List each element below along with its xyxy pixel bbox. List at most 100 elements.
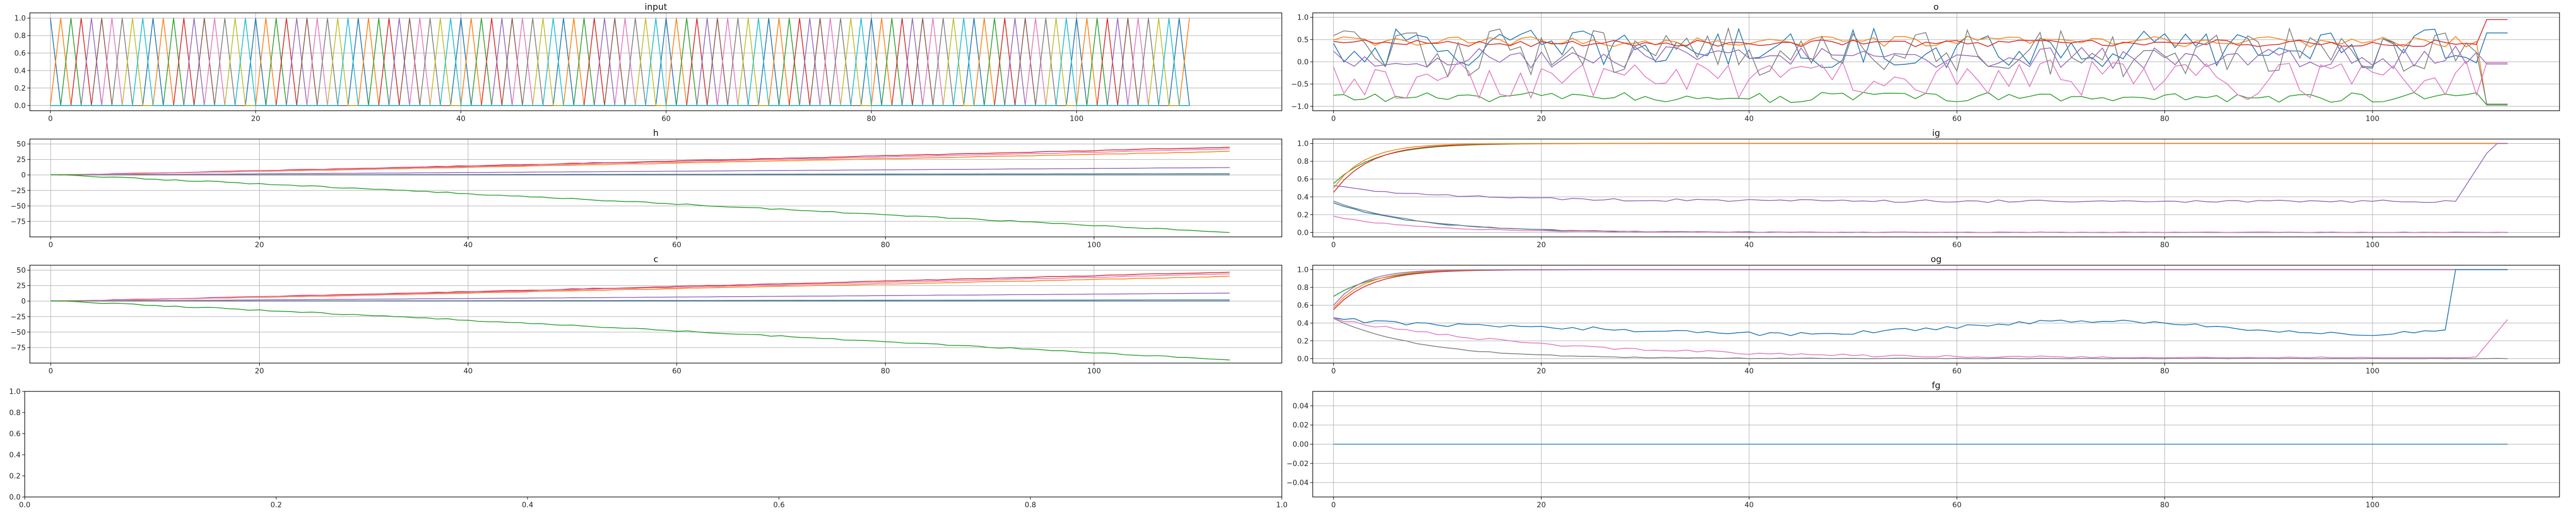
- x-tick-label: 0: [1331, 367, 1336, 375]
- x-tick-label: 0: [1331, 115, 1336, 123]
- series-line-o-2: [1333, 92, 2508, 106]
- y-tick-label: 0.4: [9, 451, 21, 459]
- x-tick-label: 40: [1744, 501, 1754, 509]
- y-tick-label: −25: [10, 187, 26, 195]
- y-tick-label: 0.2: [9, 472, 21, 480]
- series-line-h-6: [50, 174, 1230, 233]
- x-tick-label: 60: [672, 241, 682, 249]
- series-line-o-3: [1333, 19, 2508, 47]
- y-tick-label: 0.0: [9, 493, 21, 502]
- series-line-og-4: [1333, 269, 2508, 336]
- series-line-o-5: [1333, 59, 2508, 100]
- x-tick-label: 20: [255, 367, 264, 375]
- axes-frame: [29, 139, 1282, 237]
- x-tick-label: 100: [1087, 241, 1101, 249]
- x-tick-label: 100: [1070, 115, 1083, 123]
- y-tick-label: 0.0: [1297, 58, 1309, 66]
- y-tick-label: 0.4: [1297, 193, 1309, 201]
- x-tick-label: 20: [1537, 115, 1546, 123]
- y-tick-label: −25: [10, 313, 26, 321]
- x-tick-label: 0.6: [773, 501, 785, 509]
- x-tick-label: 20: [1537, 501, 1546, 509]
- series-line-ig-6: [1333, 215, 2508, 233]
- x-tick-label: 40: [464, 367, 473, 375]
- y-tick-label: 0.5: [1297, 36, 1309, 44]
- y-tick-label: 1.0: [9, 388, 21, 396]
- series-line-ig-5: [1333, 200, 2508, 233]
- series-line-input-9: [50, 18, 1190, 106]
- series-line-c-6: [50, 300, 1230, 360]
- y-tick-label: 0.00: [1293, 441, 1309, 449]
- x-tick-label: 40: [456, 115, 466, 123]
- series-line-o-6: [1333, 27, 2508, 105]
- series-line-og-0: [1333, 269, 2508, 297]
- x-tick-label: 100: [1087, 367, 1101, 375]
- y-tick-label: 0.2: [14, 84, 26, 93]
- y-tick-label: −75: [10, 218, 26, 226]
- x-tick-label: 80: [2160, 501, 2170, 509]
- x-tick-label: 60: [662, 115, 671, 123]
- x-tick-label: 20: [1537, 241, 1546, 249]
- series-line-h-2: [50, 148, 1230, 176]
- panel-title: c: [653, 254, 658, 265]
- series-line-h-3: [50, 167, 1230, 176]
- y-tick-label: 0.6: [9, 430, 21, 438]
- x-tick-label: 40: [1744, 241, 1754, 249]
- y-tick-label: 0.4: [1297, 319, 1309, 328]
- y-tick-label: 0.6: [14, 49, 26, 58]
- y-tick-label: −1.0: [1291, 102, 1309, 111]
- y-tick-label: 0.02: [1293, 421, 1309, 430]
- x-tick-label: 40: [1744, 367, 1754, 375]
- y-tick-label: 0.8: [14, 32, 26, 40]
- y-tick-label: 0.2: [1297, 337, 1309, 346]
- panel-ig: 0 20 40 60 80 100 0.0 0.2 0.4 0.6 0.8 1.0 ig: [1297, 128, 2560, 249]
- series-line-ig-0: [1333, 143, 2508, 184]
- series-line-o-1: [1333, 36, 2508, 106]
- series-line-h-0: [50, 147, 1230, 176]
- x-tick-label: 40: [464, 241, 473, 249]
- panel-o: 0 20 40 60 80 100 −1.0 −0.5 0.0 0.5 1.0 o: [1291, 2, 2560, 123]
- panel-title: h: [653, 128, 659, 139]
- axes-frame: [1312, 139, 2560, 237]
- y-tick-label: 0.6: [1297, 302, 1309, 310]
- x-tick-label: 0: [1331, 501, 1336, 509]
- series-line-og-1: [1333, 269, 2508, 310]
- series-line-ig-1: [1333, 143, 2508, 193]
- x-tick-label: 1.0: [1276, 501, 1287, 509]
- axes-frame: [1312, 265, 2560, 364]
- x-tick-label: 60: [1952, 241, 1961, 249]
- axes-frame: [29, 12, 1282, 111]
- y-tick-label: 0: [21, 298, 26, 306]
- series-line-c-3: [50, 293, 1230, 302]
- y-tick-label: 1.0: [1297, 140, 1309, 148]
- y-tick-label: −50: [10, 202, 26, 211]
- y-tick-label: 0.8: [1297, 284, 1309, 292]
- x-tick-label: 0.2: [270, 501, 282, 509]
- y-tick-label: 0.0: [14, 102, 26, 110]
- y-tick-label: 0.4: [14, 67, 26, 75]
- panel-h: 0 20 40 60 80 100 −75 −50 −25 0 25 50 h: [10, 128, 1282, 249]
- panel-og: 0 20 40 60 80 100 0.0 0.2 0.4 0.6 0.8 1.0 og: [1297, 254, 2560, 375]
- panel-c: 0 20 40 60 80 100 −75 −50 −25 0 25 50 c: [10, 254, 1282, 375]
- x-tick-label: 80: [2160, 241, 2170, 249]
- series-line-c-0: [50, 271, 1230, 302]
- panel-title: input: [645, 2, 667, 12]
- y-tick-label: −0.5: [1291, 80, 1309, 89]
- y-tick-label: 25: [16, 282, 26, 290]
- y-tick-label: 1.0: [1297, 14, 1309, 22]
- series-line-og-2: [1333, 269, 2508, 308]
- x-tick-label: 60: [672, 367, 682, 375]
- x-tick-label: 0: [48, 367, 53, 375]
- y-tick-label: 0.8: [1297, 158, 1309, 166]
- series-line-og-3: [1333, 269, 2508, 306]
- y-tick-label: 0.0: [1297, 355, 1309, 363]
- panel-title: fg: [1932, 381, 1941, 391]
- x-tick-label: 0: [1331, 241, 1336, 249]
- panel-title: og: [1930, 254, 1941, 265]
- y-tick-label: 50: [16, 141, 26, 149]
- y-tick-label: 50: [16, 267, 26, 275]
- x-tick-label: 80: [881, 367, 890, 375]
- panel-title: o: [1934, 2, 1939, 12]
- series-line-c-2: [50, 273, 1230, 302]
- series-line-ig-3: [1333, 143, 2508, 203]
